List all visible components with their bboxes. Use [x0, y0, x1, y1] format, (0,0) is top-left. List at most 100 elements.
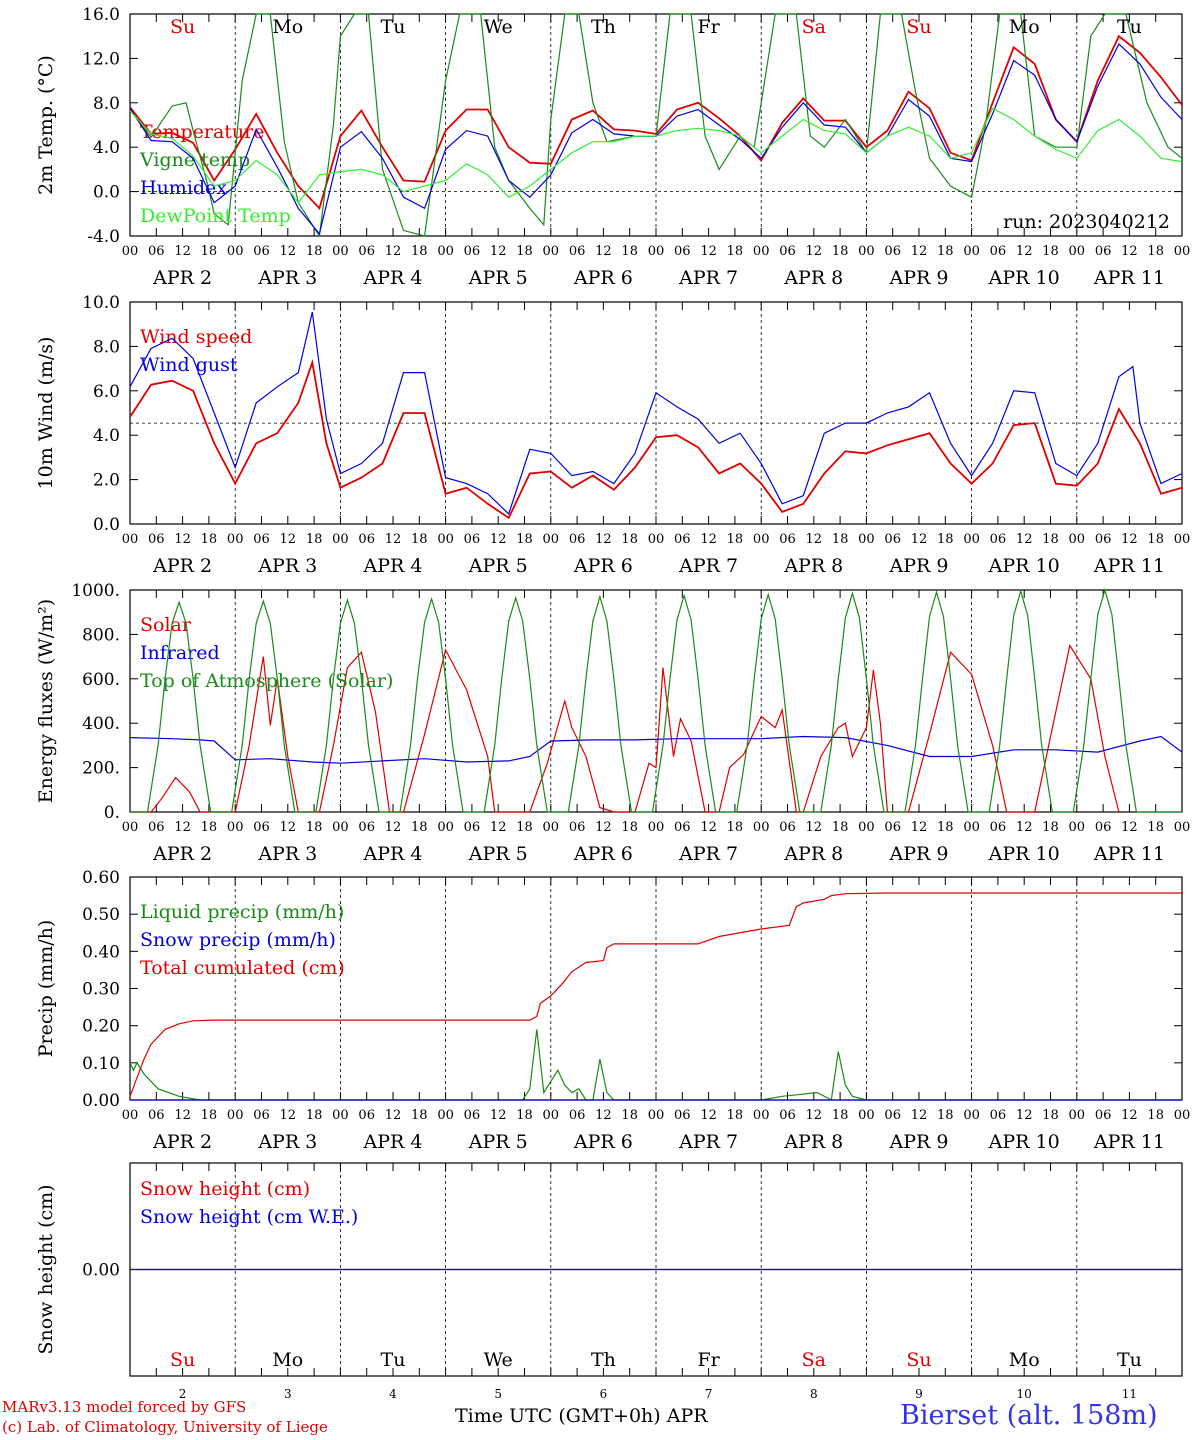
hour-label: 12: [700, 1108, 717, 1123]
hour-label: 18: [1147, 244, 1164, 259]
hour-label: 18: [516, 1108, 533, 1123]
day-number-label: 3: [284, 1387, 292, 1401]
hour-label: 00: [332, 820, 349, 835]
hour-label: 12: [595, 244, 612, 259]
date-label: APR 4: [363, 1131, 423, 1153]
hour-label: 06: [990, 532, 1007, 547]
date-label: APR 2: [152, 555, 212, 577]
hour-label: 12: [385, 1108, 402, 1123]
hour-label: 00: [227, 244, 244, 259]
y-tick-label: 4.0: [93, 138, 120, 158]
y-axis-label: Snow height (cm): [35, 1184, 57, 1354]
hour-label: 18: [516, 244, 533, 259]
hour-label: 06: [253, 244, 270, 259]
day-number-label: 11: [1122, 1387, 1137, 1401]
hour-label: 18: [201, 244, 218, 259]
hour-label: 12: [490, 532, 507, 547]
date-label: APR 11: [1093, 1131, 1165, 1153]
series-line: [129, 107, 1183, 204]
y-tick-label: 0.20: [82, 1017, 120, 1037]
legend-entry: Infrared: [140, 642, 220, 664]
hour-label: 12: [174, 1108, 191, 1123]
hour-label: 06: [358, 1108, 375, 1123]
hour-label: 00: [1174, 1108, 1191, 1123]
hour-label: 18: [306, 244, 323, 259]
hour-label: 00: [1069, 820, 1086, 835]
hour-label: 18: [937, 532, 954, 547]
hour-label: 18: [937, 820, 954, 835]
hour-label: 00: [753, 1108, 770, 1123]
hour-label: 18: [832, 820, 849, 835]
hour-label: 00: [122, 244, 139, 259]
hour-label: 00: [227, 1108, 244, 1123]
hour-label: 06: [569, 820, 586, 835]
hour-label: 18: [1147, 532, 1164, 547]
lab-credit: (c) Lab. of Climatology, University of L…: [2, 1418, 328, 1436]
hour-label: 00: [1069, 532, 1086, 547]
hour-label: 00: [332, 244, 349, 259]
day-number-label: 4: [389, 1387, 397, 1401]
hour-label: 06: [990, 820, 1007, 835]
hour-label: 00: [1069, 1108, 1086, 1123]
hour-label: 18: [937, 244, 954, 259]
date-label: APR 7: [678, 555, 738, 577]
hour-label: 06: [358, 532, 375, 547]
date-label: APR 7: [678, 267, 738, 289]
legend-entry: Liquid precip (mm/h): [140, 901, 344, 923]
hour-label: 12: [595, 532, 612, 547]
weekday-label-top: Tu: [381, 16, 406, 38]
hour-label: 12: [490, 1108, 507, 1123]
weekday-label-bottom: Th: [591, 1349, 616, 1371]
hour-label: 00: [858, 1108, 875, 1123]
hour-label: 06: [148, 1108, 165, 1123]
hour-label: 00: [227, 532, 244, 547]
hour-label: 06: [674, 532, 691, 547]
date-label: APR 6: [573, 555, 633, 577]
hour-label: 00: [332, 532, 349, 547]
hour-label: 18: [306, 1108, 323, 1123]
legend-entry: Vigne temp: [139, 149, 250, 171]
hour-label: 06: [674, 1108, 691, 1123]
hour-label: 12: [806, 820, 823, 835]
day-number-label: 5: [494, 1387, 502, 1401]
hour-label: 12: [174, 244, 191, 259]
hour-label: 00: [648, 820, 665, 835]
hour-label: 00: [753, 244, 770, 259]
hour-label: 06: [884, 532, 901, 547]
date-label: APR 2: [152, 843, 212, 865]
hour-label: 18: [727, 820, 744, 835]
legend-entry: Temperature: [140, 121, 264, 143]
hour-label: 00: [858, 244, 875, 259]
hour-label: 00: [122, 532, 139, 547]
run-label: run: 2023040212: [1003, 211, 1170, 233]
hour-label: 06: [358, 244, 375, 259]
hour-label: 12: [280, 1108, 297, 1123]
weekday-label-top: Su: [906, 16, 931, 38]
hour-label: 00: [753, 820, 770, 835]
date-label: APR 9: [889, 267, 949, 289]
y-tick-label: 800.: [82, 625, 120, 645]
date-label: APR 5: [468, 267, 528, 289]
hour-label: 00: [963, 820, 980, 835]
hour-label: 00: [543, 532, 560, 547]
hour-label: 00: [858, 532, 875, 547]
hour-label: 18: [411, 532, 428, 547]
y-tick-label: 10.0: [82, 293, 120, 313]
date-label: APR 11: [1093, 267, 1165, 289]
hour-label: 06: [569, 244, 586, 259]
hour-label: 06: [464, 244, 481, 259]
date-label: APR 11: [1093, 843, 1165, 865]
hour-label: 18: [1042, 1108, 1059, 1123]
date-label: APR 3: [257, 843, 317, 865]
day-number-label: 2: [179, 1387, 187, 1401]
hour-label: 12: [1016, 244, 1033, 259]
hour-label: 12: [1016, 1108, 1033, 1123]
date-label: APR 8: [783, 1131, 843, 1153]
date-label: APR 10: [988, 1131, 1060, 1153]
day-number-label: 10: [1017, 1387, 1032, 1401]
hour-label: 12: [385, 244, 402, 259]
y-tick-label: 0.00: [82, 1091, 120, 1111]
hour-label: 00: [332, 1108, 349, 1123]
date-label: APR 3: [257, 555, 317, 577]
hour-label: 12: [1016, 532, 1033, 547]
